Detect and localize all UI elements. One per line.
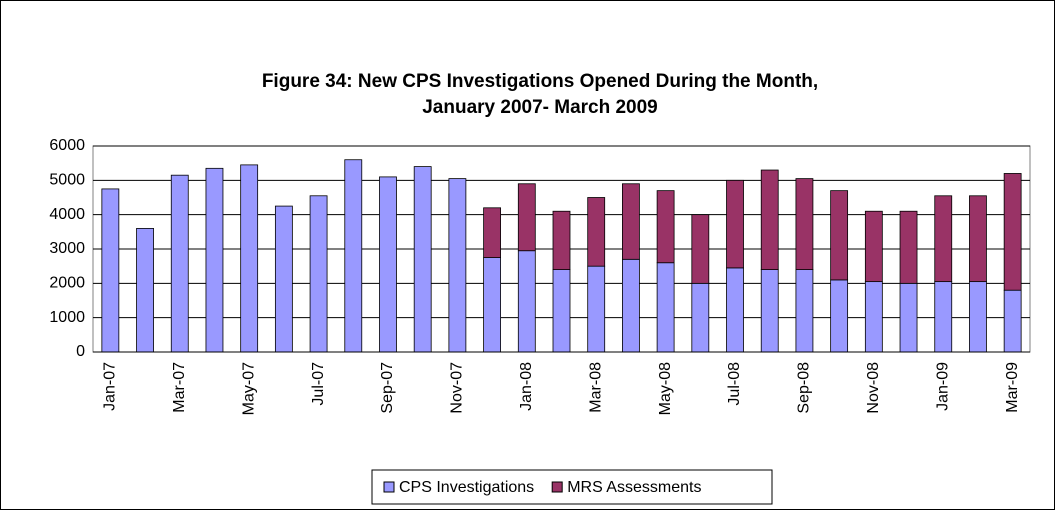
bar-segment bbox=[934, 281, 953, 353]
x-tick-label: Jul-08 bbox=[726, 362, 743, 406]
bar-segment bbox=[309, 195, 328, 353]
bar-segment bbox=[830, 279, 849, 353]
bar-segment bbox=[517, 183, 536, 252]
x-tick-label: Mar-09 bbox=[1004, 362, 1021, 413]
legend-box bbox=[371, 469, 773, 505]
y-tick-label: 0 bbox=[76, 343, 85, 360]
bar-segment bbox=[552, 269, 571, 353]
bar-segment bbox=[240, 164, 259, 353]
bar-segment bbox=[587, 197, 606, 267]
chart-title: Figure 34: New CPS Investigations Opened… bbox=[262, 71, 818, 92]
legend-swatch bbox=[551, 481, 563, 493]
bar-segment bbox=[656, 190, 675, 264]
bar-segment bbox=[864, 210, 883, 283]
bar-segment bbox=[899, 210, 918, 284]
bar-segment bbox=[205, 167, 224, 353]
bar-segment bbox=[413, 166, 432, 353]
x-tick-label: Sep-08 bbox=[796, 362, 813, 414]
bar-segment bbox=[760, 169, 779, 271]
bar-segment bbox=[379, 176, 397, 353]
y-tick-label: 6000 bbox=[49, 137, 85, 154]
bar-segment bbox=[344, 159, 363, 353]
bar-segment bbox=[622, 258, 640, 353]
bar-segment bbox=[170, 174, 189, 353]
bar-segment bbox=[830, 190, 849, 281]
legend-swatch bbox=[383, 481, 395, 493]
x-tick-label: May-08 bbox=[657, 362, 674, 415]
bar-segment bbox=[969, 195, 987, 283]
x-tick-label: Mar-08 bbox=[587, 362, 604, 413]
bar-segment bbox=[691, 282, 710, 353]
x-tick-label: Jan-07 bbox=[102, 362, 119, 411]
bar-segment bbox=[483, 207, 501, 258]
bar-segment bbox=[622, 183, 640, 260]
bar-segment bbox=[899, 282, 918, 353]
bar-segment bbox=[1003, 173, 1022, 291]
bar-segment bbox=[1003, 289, 1022, 353]
x-tick-label: Mar-07 bbox=[171, 362, 188, 413]
legend-label: CPS Investigations bbox=[399, 479, 534, 496]
bar-segment bbox=[552, 210, 571, 271]
y-tick-label: 4000 bbox=[49, 206, 85, 223]
bar-segment bbox=[726, 267, 744, 353]
x-tick-label: May-07 bbox=[240, 362, 257, 415]
bar-segment bbox=[517, 250, 536, 353]
bar-segment bbox=[934, 195, 953, 283]
y-tick-label: 5000 bbox=[49, 172, 85, 189]
chart-title: January 2007- March 2009 bbox=[422, 97, 658, 118]
bar-segment bbox=[587, 265, 606, 353]
bar-segment bbox=[483, 257, 501, 353]
y-tick-label: 1000 bbox=[49, 309, 85, 326]
bar-segment bbox=[795, 269, 814, 353]
bar-segment bbox=[760, 269, 779, 353]
y-tick-label: 3000 bbox=[49, 240, 85, 257]
bar-segment bbox=[726, 179, 744, 269]
bar-segment bbox=[969, 281, 987, 353]
x-tick-label: Sep-07 bbox=[379, 362, 396, 414]
bar-segment bbox=[864, 281, 883, 353]
x-tick-label: Jan-09 bbox=[934, 362, 951, 411]
x-tick-label: Jul-07 bbox=[310, 362, 327, 406]
bar-segment bbox=[101, 188, 120, 353]
bar-segment bbox=[448, 178, 467, 353]
y-tick-label: 2000 bbox=[49, 275, 85, 292]
bar-segment bbox=[656, 262, 675, 353]
bar-segment bbox=[136, 227, 154, 353]
x-tick-label: Jan-08 bbox=[518, 362, 535, 411]
bar-segment bbox=[795, 178, 814, 270]
x-tick-label: Nov-08 bbox=[865, 362, 882, 414]
x-tick-label: Nov-07 bbox=[449, 362, 466, 414]
bar-segment bbox=[274, 205, 293, 353]
legend-label: MRS Assessments bbox=[567, 479, 701, 496]
bar-segment bbox=[691, 214, 710, 284]
